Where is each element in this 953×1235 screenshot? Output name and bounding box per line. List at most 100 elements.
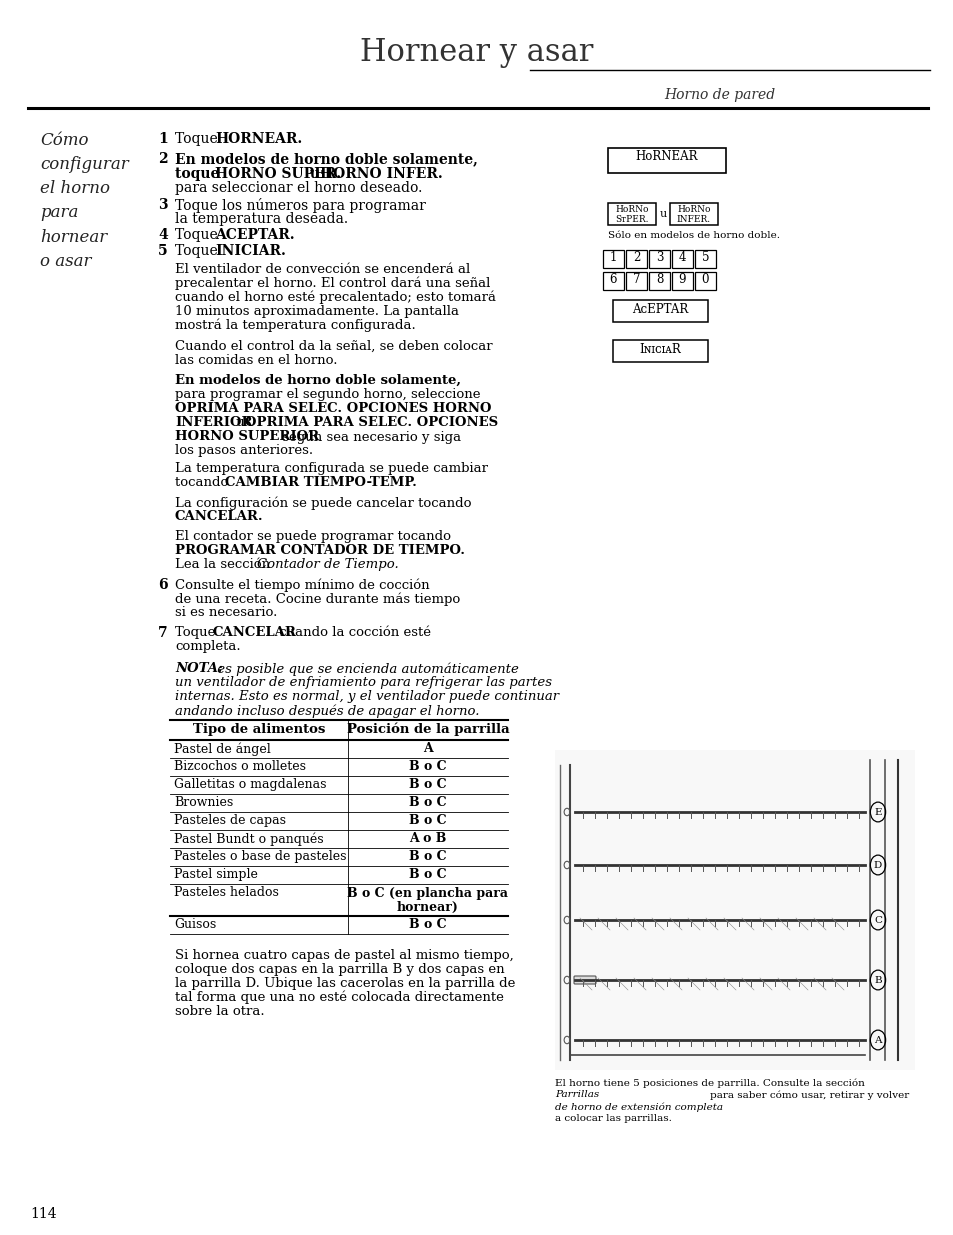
Text: Cuando el control da la señal, se deben colocar: Cuando el control da la señal, se deben … (174, 340, 492, 353)
Text: Posición de la parrilla: Posición de la parrilla (346, 722, 509, 736)
Text: 7: 7 (632, 273, 639, 287)
Text: E: E (873, 808, 881, 818)
Text: Toque: Toque (174, 245, 222, 258)
Text: Horno de pared: Horno de pared (663, 88, 775, 103)
Text: 114: 114 (30, 1207, 56, 1221)
Text: Toque: Toque (174, 132, 222, 146)
Text: hornear): hornear) (396, 902, 458, 914)
Text: B o C (en plancha para: B o C (en plancha para (347, 887, 508, 900)
Text: AᴄEPTAR: AᴄEPTAR (632, 303, 688, 316)
Text: El ventilador de convección se encenderá al: El ventilador de convección se encenderá… (174, 263, 470, 275)
Text: Pasteles helados: Pasteles helados (173, 885, 278, 899)
Text: 3: 3 (655, 251, 662, 264)
Text: B o C: B o C (409, 797, 446, 809)
Text: A: A (423, 742, 433, 756)
Text: de horno de extensión completa: de horno de extensión completa (555, 1102, 722, 1112)
Text: B o C: B o C (409, 778, 446, 792)
FancyBboxPatch shape (625, 249, 646, 268)
Text: 4: 4 (678, 251, 685, 264)
Text: de una receta. Cocine durante más tiempo: de una receta. Cocine durante más tiempo (174, 592, 459, 605)
Text: precalentar el horno. El control dará una señal: precalentar el horno. El control dará un… (174, 277, 490, 290)
Text: tocando: tocando (174, 475, 233, 489)
FancyBboxPatch shape (648, 272, 669, 290)
Text: B o C: B o C (409, 761, 446, 773)
Text: 9: 9 (678, 273, 685, 287)
Text: B o C: B o C (409, 815, 446, 827)
Text: Guisos: Guisos (173, 918, 216, 931)
Text: NOTA:: NOTA: (174, 662, 223, 676)
Text: HORNEAR.: HORNEAR. (214, 132, 302, 146)
Text: Tipo de alimentos: Tipo de alimentos (193, 722, 325, 736)
Text: Pastel de ángel: Pastel de ángel (173, 742, 271, 756)
Text: 2: 2 (632, 251, 639, 264)
FancyBboxPatch shape (613, 340, 707, 362)
FancyBboxPatch shape (602, 272, 623, 290)
Text: HᴏRNEAR: HᴏRNEAR (635, 149, 698, 163)
Text: 7: 7 (158, 626, 168, 640)
Text: Consulte el tiempo mínimo de cocción: Consulte el tiempo mínimo de cocción (174, 578, 429, 592)
FancyBboxPatch shape (695, 249, 716, 268)
Text: toque: toque (174, 167, 224, 182)
Text: La temperatura configurada se puede cambiar: La temperatura configurada se puede camb… (174, 462, 488, 475)
Text: si es necesario.: si es necesario. (174, 606, 277, 619)
Text: OPRIMA PARA SELEC. OPCIONES: OPRIMA PARA SELEC. OPCIONES (245, 416, 497, 429)
Text: En modelos de horno doble solamente,: En modelos de horno doble solamente, (174, 374, 460, 387)
Text: las comidas en el horno.: las comidas en el horno. (174, 354, 337, 367)
Text: 0: 0 (701, 273, 708, 287)
Text: 8: 8 (655, 273, 662, 287)
Text: B o C: B o C (409, 851, 446, 863)
FancyBboxPatch shape (695, 272, 716, 290)
Text: El contador se puede programar tocando: El contador se puede programar tocando (174, 530, 451, 543)
Text: 3: 3 (158, 198, 168, 212)
Text: Toque: Toque (174, 228, 222, 242)
Text: u: u (232, 416, 249, 429)
Text: Sólo en modelos de horno doble.: Sólo en modelos de horno doble. (607, 231, 780, 240)
Text: cuando la cocción esté: cuando la cocción esté (274, 626, 431, 638)
Text: 5: 5 (701, 251, 708, 264)
FancyBboxPatch shape (671, 249, 692, 268)
Text: 6: 6 (158, 578, 168, 592)
Text: B o C: B o C (409, 919, 446, 931)
Text: para saber cómo usar, retirar y volver: para saber cómo usar, retirar y volver (709, 1091, 908, 1099)
Text: OPRIMA PARA SELEC. OPCIONES HORNO: OPRIMA PARA SELEC. OPCIONES HORNO (174, 403, 491, 415)
Text: Cómo
configurar
el horno
para
hornear
o asar: Cómo configurar el horno para hornear o … (40, 132, 129, 269)
Text: completa.: completa. (174, 640, 240, 653)
Text: Pasteles de capas: Pasteles de capas (173, 814, 286, 827)
Text: A: A (873, 1036, 881, 1045)
Text: INFERIOR: INFERIOR (174, 416, 253, 429)
Text: mostrá la temperatura configurada.: mostrá la temperatura configurada. (174, 319, 416, 332)
FancyBboxPatch shape (613, 300, 707, 322)
Text: CANCELAR.: CANCELAR. (174, 510, 263, 522)
Text: Pasteles o base de pasteles: Pasteles o base de pasteles (173, 850, 346, 863)
Text: La configuración se puede cancelar tocando: La configuración se puede cancelar tocan… (174, 496, 471, 510)
FancyBboxPatch shape (574, 976, 596, 984)
Text: u: u (659, 209, 666, 219)
Text: Contador de Tiempo.: Contador de Tiempo. (256, 558, 398, 571)
Text: cuando el horno esté precalentado; esto tomará: cuando el horno esté precalentado; esto … (174, 291, 496, 305)
Text: El horno tiene 5 posiciones de parrilla. Consulte la sección: El horno tiene 5 posiciones de parrilla.… (555, 1078, 867, 1088)
Text: 1: 1 (158, 132, 168, 146)
Text: coloque dos capas en la parrilla B y dos capas en: coloque dos capas en la parrilla B y dos… (174, 963, 504, 976)
Text: Lea la sección: Lea la sección (174, 558, 274, 571)
Text: A o B: A o B (409, 832, 446, 846)
Text: IɴɪᴄɪᴀR: IɴɪᴄɪᴀR (639, 343, 680, 356)
Text: ACEPTAR.: ACEPTAR. (214, 228, 294, 242)
Text: 2: 2 (158, 152, 168, 165)
Text: sobre la otra.: sobre la otra. (174, 1005, 264, 1018)
Text: 5: 5 (158, 245, 168, 258)
Text: Parrillas: Parrillas (555, 1091, 598, 1099)
Text: es posible que se encienda automáticamente: es posible que se encienda automáticamen… (213, 662, 518, 676)
Text: 1: 1 (609, 251, 617, 264)
Text: para seleccionar el horno deseado.: para seleccionar el horno deseado. (174, 182, 422, 195)
Text: 4: 4 (158, 228, 168, 242)
FancyBboxPatch shape (607, 148, 725, 173)
Text: tal forma que una no esté colocada directamente: tal forma que una no esté colocada direc… (174, 990, 503, 1004)
Text: HORNO INFER.: HORNO INFER. (319, 167, 442, 182)
Text: u: u (305, 167, 325, 182)
FancyBboxPatch shape (669, 203, 718, 225)
Text: Hornear y asar: Hornear y asar (360, 37, 593, 68)
Text: la parrilla D. Ubique las cacerolas en la parrilla de: la parrilla D. Ubique las cacerolas en l… (174, 977, 515, 990)
Text: HORNO SUPER.: HORNO SUPER. (214, 167, 341, 182)
Text: En modelos de horno doble solamente,: En modelos de horno doble solamente, (174, 152, 477, 165)
Text: los pasos anteriores.: los pasos anteriores. (174, 445, 313, 457)
